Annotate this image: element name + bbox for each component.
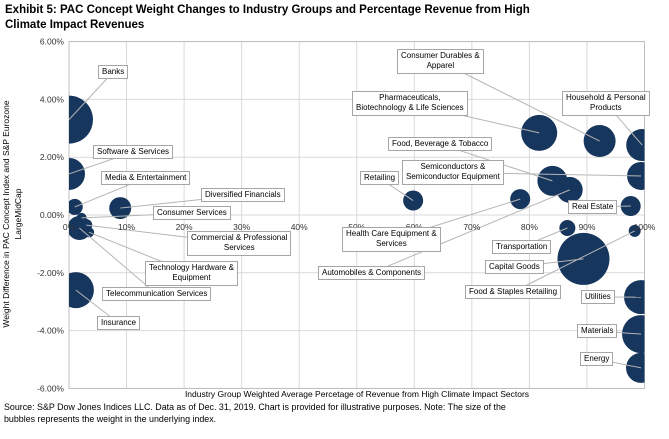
label-banks: Banks xyxy=(98,65,129,80)
y-tick--6: -6.00% xyxy=(37,383,64,393)
label-diversified-financials: Diversified Financials xyxy=(201,188,285,203)
label-telecommunication-services: Telecommunication Services xyxy=(102,287,212,302)
leader-banks xyxy=(68,71,114,120)
x-tick-20: 20% xyxy=(176,222,193,232)
label-technology-hardware-equipment: Technology Hardware & Equipment xyxy=(145,261,238,286)
label-capital-goods: Capital Goods xyxy=(485,260,544,275)
label-household-personal-products: Household & Personal Products xyxy=(562,91,650,116)
label-automobiles-components: Automobiles & Components xyxy=(318,266,426,281)
y-tick--4: -4.00% xyxy=(37,326,64,336)
label-food-beverage-tobacco: Food, Beverage & Tobacco xyxy=(388,137,493,152)
label-real-estate: Real Estate xyxy=(568,200,618,215)
y-tick-0: 0.00% xyxy=(40,210,65,220)
label-utilities: Utilities xyxy=(581,290,615,305)
leader-telecommunication-services xyxy=(79,227,157,295)
x-tick-70: 70% xyxy=(463,222,480,232)
chart-title: Exhibit 5: PAC Concept Weight Changes to… xyxy=(5,4,530,31)
y-axis-title-line1: Weight Difference in PAC Concept Index a… xyxy=(1,100,11,328)
leader-automobiles-components xyxy=(371,189,570,274)
label-media-entertainment: Media & Entertainment xyxy=(101,171,191,186)
x-tick-100: 100% xyxy=(634,222,656,232)
label-consumer-durables-apparel: Consumer Durables & Apparel xyxy=(397,49,484,74)
y-axis-title-line2: LargeMidCap xyxy=(12,188,23,240)
plot-area-border xyxy=(68,41,645,389)
label-commercial-professional-services: Commercial & Professional Services xyxy=(187,231,292,256)
label-software-services: Software & Services xyxy=(93,145,174,160)
x-axis-title: Industry Group Weighted Average Percetag… xyxy=(184,389,530,399)
y-tick-4: 4.00% xyxy=(40,94,65,104)
label-food-staples-retailing: Food & Staples Retailing xyxy=(465,285,562,300)
label-semiconductors-semiconductor-equipment: Semiconductors & Semiconductor Equipment xyxy=(402,160,504,185)
label-health-care-equipment-services: Health Care Equipment & Services xyxy=(342,227,441,252)
y-tick-2: 2.00% xyxy=(40,152,65,162)
label-insurance: Insurance xyxy=(97,316,141,331)
bubble-materials xyxy=(622,315,645,354)
bubble-household-personal-products xyxy=(626,129,645,162)
label-materials: Materials xyxy=(577,324,618,339)
leader-consumer-durables-apparel xyxy=(440,61,600,142)
y-tick-6: 6.00% xyxy=(40,37,65,47)
label-pharmaceuticals-biotechnology-life-sciences: Pharmaceuticals, Biotechnology & Life Sc… xyxy=(352,91,468,116)
x-tick-30: 30% xyxy=(233,222,250,232)
x-tick-80: 80% xyxy=(521,222,538,232)
y-tick--2: -2.00% xyxy=(37,268,64,278)
label-transportation: Transportation xyxy=(492,240,552,255)
x-tick-90: 90% xyxy=(578,222,595,232)
x-tick-10: 10% xyxy=(118,222,135,232)
bubble-software-services xyxy=(69,157,85,190)
x-tick-40: 40% xyxy=(291,222,308,232)
bubble-energy xyxy=(626,352,645,383)
label-consumer-services: Consumer Services xyxy=(153,206,231,221)
y-axis-title: Weight Difference in PAC Concept Index a… xyxy=(1,40,27,388)
bubble-banks xyxy=(69,95,93,144)
source-note: Source: S&P Dow Jones Indices LLC. Data … xyxy=(4,402,506,425)
leader-food-staples-retailing xyxy=(512,230,635,293)
label-retailing: Retailing xyxy=(360,171,400,186)
label-energy: Energy xyxy=(580,352,614,367)
x-tick-0: 0% xyxy=(63,222,76,232)
